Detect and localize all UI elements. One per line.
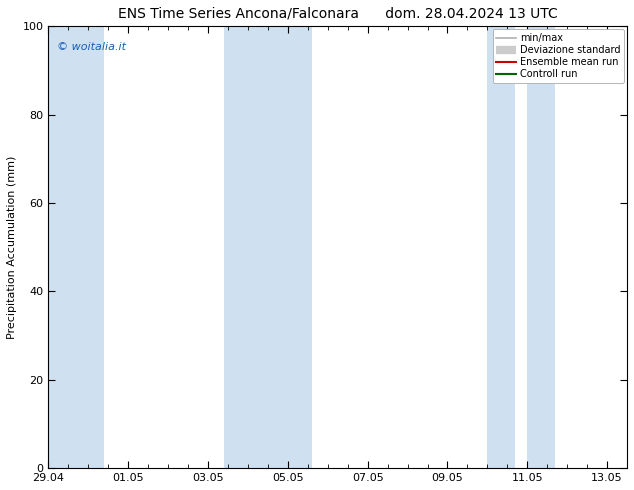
Y-axis label: Precipitation Accumulation (mm): Precipitation Accumulation (mm) — [7, 155, 17, 339]
Bar — [527, 26, 555, 468]
Bar — [488, 26, 515, 468]
Legend: min/max, Deviazione standard, Ensemble mean run, Controll run: min/max, Deviazione standard, Ensemble m… — [493, 29, 624, 83]
Bar — [48, 26, 104, 468]
Text: © woitalia.it: © woitalia.it — [57, 42, 126, 52]
Bar — [224, 26, 312, 468]
Title: ENS Time Series Ancona/Falconara      dom. 28.04.2024 13 UTC: ENS Time Series Ancona/Falconara dom. 28… — [118, 7, 557, 21]
